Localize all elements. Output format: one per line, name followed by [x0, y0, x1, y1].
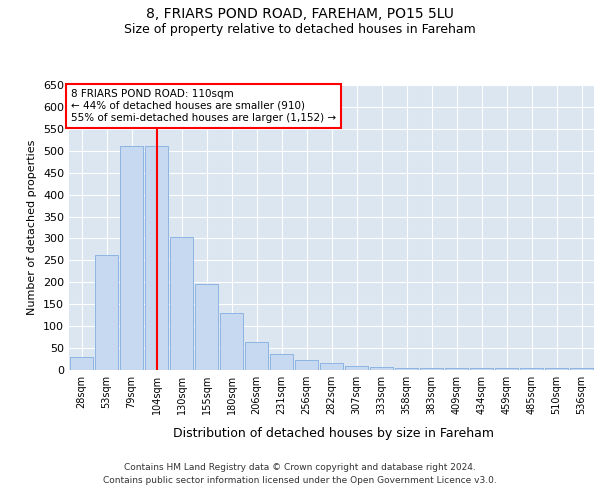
- Bar: [70, 357, 93, 370]
- Text: 8 FRIARS POND ROAD: 110sqm
← 44% of detached houses are smaller (910)
55% of sem: 8 FRIARS POND ROAD: 110sqm ← 44% of deta…: [71, 90, 336, 122]
- Text: Size of property relative to detached houses in Fareham: Size of property relative to detached ho…: [124, 22, 476, 36]
- Bar: [95, 254, 118, 370]
- Bar: [395, 368, 418, 370]
- Bar: [145, 146, 168, 370]
- Bar: [220, 313, 243, 370]
- Text: Distribution of detached houses by size in Fareham: Distribution of detached houses by size …: [173, 428, 494, 440]
- Bar: [370, 368, 393, 370]
- Bar: [570, 368, 593, 370]
- Bar: [445, 368, 468, 370]
- Bar: [170, 237, 193, 370]
- Bar: [320, 364, 343, 370]
- Bar: [420, 368, 443, 370]
- Bar: [245, 342, 268, 370]
- Bar: [295, 360, 318, 370]
- Bar: [545, 368, 568, 370]
- Bar: [345, 366, 368, 370]
- Bar: [120, 146, 143, 370]
- Y-axis label: Number of detached properties: Number of detached properties: [28, 140, 37, 315]
- Bar: [270, 354, 293, 370]
- Bar: [470, 368, 493, 370]
- Text: Contains HM Land Registry data © Crown copyright and database right 2024.: Contains HM Land Registry data © Crown c…: [124, 462, 476, 471]
- Text: 8, FRIARS POND ROAD, FAREHAM, PO15 5LU: 8, FRIARS POND ROAD, FAREHAM, PO15 5LU: [146, 8, 454, 22]
- Text: Contains public sector information licensed under the Open Government Licence v3: Contains public sector information licen…: [103, 476, 497, 485]
- Bar: [495, 368, 518, 370]
- Bar: [195, 284, 218, 370]
- Bar: [520, 368, 543, 370]
